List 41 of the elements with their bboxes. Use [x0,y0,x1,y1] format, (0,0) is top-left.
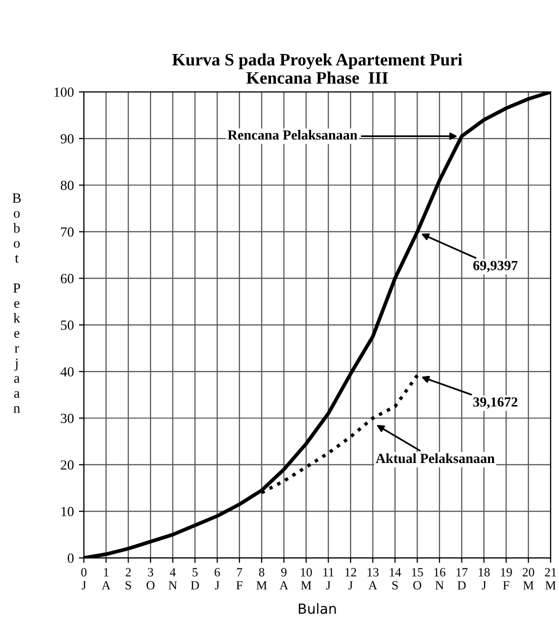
x-tick-label: 10 M [300,568,312,590]
annotation: Aktual Pelaksanaan [376,453,495,464]
y-tick-label: 80 [60,180,74,190]
line-series [260,374,419,494]
x-axis-title: Bulan [298,603,336,614]
x-tick-label: 4 N [168,568,177,590]
y-tick-label: 30 [60,414,74,424]
y-tick-label: 40 [60,367,74,376]
x-tick-label: 6 J [214,568,220,590]
x-tick-label: 15 O [412,568,424,590]
y-tick-label: 90 [60,134,74,144]
y-tick-label: 0 [68,554,74,563]
annotation: 69,9397 [473,260,518,272]
x-tick-label: 1 A [102,568,110,590]
x-tick-label: 9 A [280,568,288,590]
x-tick-label: 3 O [146,568,155,590]
y-tick-label: 10 [61,506,74,516]
x-tick-label: 11 J [323,568,334,590]
x-tick-label: 21 M [544,568,556,590]
x-tick-label: 0 J [81,568,86,590]
text: Bobot Pekerjaan [12,194,21,413]
y-tick-label: 60 [60,274,74,284]
x-tick-label: 2 S [126,568,132,590]
x-tick-label: 18 J [478,568,490,590]
x-tick-label: 14 S [390,568,402,590]
x-tick-label: 17 D [456,568,468,590]
annotation: 39,1672 [473,397,518,409]
chart-title: Kurva S pada Proyek Apartement Puri Kencana Phase III [172,53,462,84]
x-tick-label: 8 M [256,568,267,590]
y-tick-label: 50 [61,320,74,330]
y-tick-label: 70 [61,227,74,237]
x-tick-label: 20 M [522,568,534,590]
y-tick-label: 20 [60,460,74,470]
x-tick-label: 13 A [368,568,379,590]
x-tick-label: 12 J [345,568,356,590]
x-tick-label: 7 F [236,568,242,590]
x-tick-label: 19 F [501,568,512,590]
y-tick-label: 100 [54,88,74,97]
x-tick-label: 16 N [434,568,446,590]
x-tick-label: 5 D [190,568,199,590]
annotation: Rencana Pelaksanaan [228,130,358,140]
